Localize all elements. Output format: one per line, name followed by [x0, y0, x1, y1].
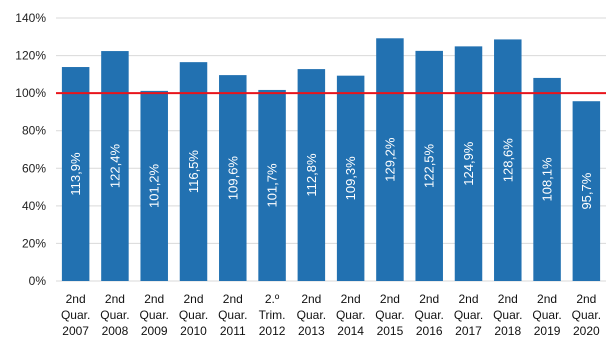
bar	[101, 51, 129, 281]
x-tick-label: 2nd Quar. 2015	[375, 292, 404, 338]
x-tick-label: 2nd Quar. 2020	[572, 292, 601, 338]
data-label: 108,1%	[540, 157, 555, 202]
y-tick-label: 40%	[22, 199, 46, 213]
x-tick-label: 2nd Quar. 2017	[454, 292, 483, 338]
bar	[415, 50, 443, 281]
data-label: 122,4%	[107, 144, 122, 189]
data-label: 129,2%	[382, 137, 397, 182]
bar	[376, 38, 404, 281]
x-tick-label: 2nd Quar. 2008	[100, 292, 129, 338]
y-tick-label: 60%	[22, 161, 46, 175]
y-tick-label: 120%	[15, 49, 46, 63]
x-tick-label: 2nd Quar. 2011	[218, 292, 247, 338]
data-label: 109,3%	[343, 156, 358, 201]
data-label: 116,5%	[186, 150, 201, 194]
bar	[258, 89, 286, 282]
data-label: 95,7%	[579, 172, 594, 209]
bar	[297, 69, 326, 282]
y-tick-label: 0%	[29, 274, 47, 288]
data-label: 101,2%	[147, 163, 162, 208]
y-tick-label: 20%	[22, 236, 46, 250]
y-tick-label: 80%	[22, 124, 46, 138]
x-tick-label: 2nd Quar. 2013	[297, 292, 326, 338]
data-label: 113,9%	[68, 152, 83, 196]
bar	[572, 101, 601, 282]
bar	[494, 39, 522, 282]
data-label: 122,5%	[422, 143, 437, 188]
x-tick-label: 2.º Trim. 2012	[259, 292, 286, 338]
data-label: 101,7%	[265, 163, 280, 208]
x-tick-label: 2nd Quar. 2016	[415, 292, 444, 338]
x-tick-label: 2nd Quar. 2018	[493, 292, 522, 338]
data-label: 124,9%	[461, 141, 476, 186]
bar	[533, 77, 561, 282]
bar	[179, 62, 208, 282]
x-tick-label: 2nd Quar. 2019	[532, 292, 561, 338]
data-label: 112,8%	[304, 153, 319, 197]
data-label: 128,6%	[500, 138, 515, 183]
data-label: 109,6%	[225, 156, 240, 201]
bar	[336, 75, 365, 281]
x-tick-label: 2nd Quar. 2014	[336, 292, 365, 338]
bar	[219, 75, 247, 281]
bar	[454, 46, 483, 282]
x-tick-label: 2nd Quar. 2007	[61, 292, 90, 338]
bar	[61, 67, 90, 281]
y-tick-label: 100%	[15, 86, 46, 100]
y-tick-label: 140%	[15, 11, 46, 25]
bar	[140, 90, 168, 281]
x-tick-label: 2nd Quar. 2009	[140, 292, 169, 338]
x-tick-label: 2nd Quar. 2010	[179, 292, 208, 338]
